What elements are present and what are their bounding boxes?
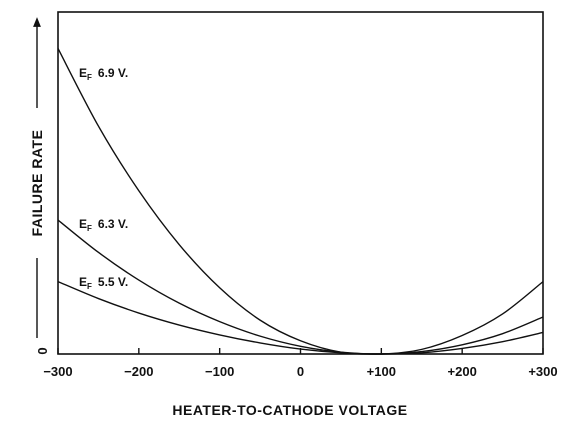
x-tick-label: −200 — [124, 364, 153, 379]
x-axis-title: HEATER-TO-CATHODE VOLTAGE — [172, 402, 407, 418]
series-label-1: EF 6.9 V. — [79, 66, 128, 82]
x-tick-label: +300 — [528, 364, 557, 379]
x-tick-label: 0 — [297, 364, 304, 379]
curve-label-group: EF 6.9 V. EF 6.3 V. EF 5.5 V. — [79, 66, 128, 291]
series-label-3: EF 5.5 V. — [79, 275, 128, 291]
series-line-2 — [57, 219, 544, 355]
series-line-1 — [57, 48, 544, 355]
curve-group — [57, 48, 544, 355]
x-tick-group: −300 −200 −100 0 +100 +200 +300 — [43, 348, 558, 379]
y-axis-title: FAILURE RATE — [29, 130, 45, 237]
plot-frame — [57, 11, 544, 355]
series-label-2: EF 6.3 V. — [79, 217, 128, 233]
series-line-3 — [57, 280, 544, 355]
x-tick-label: −100 — [205, 364, 234, 379]
x-tick-label: +100 — [367, 364, 396, 379]
y-origin-label: 0 — [35, 347, 50, 354]
x-tick-label: −300 — [43, 364, 72, 379]
x-tick-label: +200 — [448, 364, 477, 379]
